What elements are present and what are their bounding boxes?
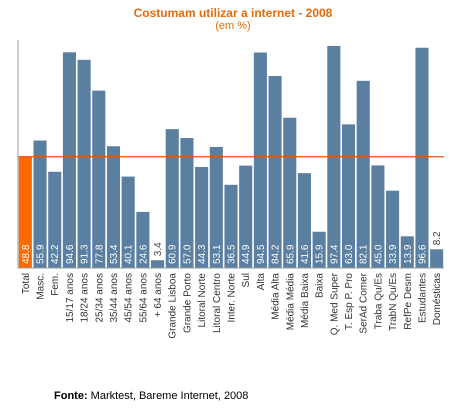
value-label-9: 24.6 — [138, 244, 149, 264]
value-label-13: 44.3 — [197, 244, 208, 264]
value-label-4: 94.6 — [65, 244, 76, 264]
bar-5 — [77, 59, 91, 268]
bar-6 — [92, 90, 106, 268]
category-label-26: TrabN Qu/Es — [388, 273, 399, 331]
bar-1 — [18, 156, 32, 268]
category-label-14: Litoral Centro — [212, 273, 223, 333]
bar-29 — [430, 249, 444, 268]
category-label-19: Média Média — [285, 273, 296, 331]
category-label-8: 45/54 anos — [124, 273, 135, 323]
value-label-23: 63.0 — [344, 244, 355, 264]
bar-23 — [341, 124, 356, 268]
bar-12 — [180, 138, 194, 268]
bar-21 — [312, 231, 326, 268]
bar-8 — [121, 176, 135, 268]
bar-4 — [62, 52, 76, 269]
value-label-18: 84.2 — [271, 244, 282, 264]
value-label-12: 57.0 — [182, 244, 193, 264]
bar-11 — [165, 129, 179, 268]
category-label-9: 55/64 anos — [138, 273, 149, 323]
value-label-6: 77.8 — [94, 244, 105, 264]
value-label-3: 42.2 — [50, 244, 61, 264]
value-label-17: 94.5 — [256, 244, 267, 264]
bar-3 — [48, 171, 62, 268]
category-label-18: Média Alta — [271, 273, 282, 320]
category-label-3: Fem. — [50, 273, 61, 296]
category-label-7: 35/44 anos — [109, 273, 120, 323]
value-label-15: 36.5 — [227, 244, 238, 264]
value-label-21: 15.9 — [315, 244, 326, 264]
category-label-5: 18/24 anos — [80, 273, 91, 323]
bar-26 — [386, 190, 400, 268]
category-label-15: Inter. Norte — [227, 273, 238, 323]
chart-subtitle: (em %) — [215, 20, 251, 32]
value-label-16: 44.9 — [241, 244, 252, 264]
source-caption: Fonte: Marktest, Bareme Internet, 2008 — [54, 390, 248, 402]
bar-10 — [151, 260, 165, 268]
bar-18 — [268, 76, 282, 268]
category-label-4: 15/17 anos — [65, 273, 76, 323]
bar-28 — [415, 47, 429, 268]
value-labels-layer: 48.8 55.9 42.2 94.6 91.3 77.8 53.4 40.1 24.6 3.4 6… — [21, 231, 443, 264]
value-label-27: 13.9 — [403, 244, 414, 264]
value-label-14: 53.1 — [212, 244, 223, 264]
category-label-1: Total — [21, 273, 32, 294]
bar-25 — [371, 165, 385, 268]
bar-16 — [239, 165, 253, 268]
value-label-25: 45.0 — [373, 244, 384, 264]
category-label-10: + 64 anos — [153, 273, 164, 317]
value-label-29: 8.2 — [432, 231, 443, 245]
bar-15 — [224, 184, 238, 268]
value-label-28: 96.6 — [417, 244, 428, 264]
value-label-19: 65.9 — [285, 244, 296, 264]
category-label-20: Média Baixa — [300, 273, 311, 328]
source-prefix: Fonte: — [54, 390, 88, 402]
value-label-2: 55.9 — [36, 244, 47, 264]
category-labels-layer: Total Masc. Fem. 15/17 anos 18/24 anos 25/34 … — [21, 272, 443, 338]
category-label-27: RefPe Desm — [403, 273, 414, 330]
bars-layer — [18, 45, 444, 269]
value-label-11: 60.9 — [168, 244, 179, 264]
category-label-2: Masc. — [36, 273, 47, 300]
category-label-23: T. Esp P. Pro — [344, 273, 355, 331]
bar-17 — [253, 52, 267, 268]
value-label-10: 3.4 — [153, 242, 164, 256]
bar-19 — [283, 117, 297, 268]
bar-14 — [209, 146, 223, 268]
bar-9 — [136, 211, 150, 268]
bar-2 — [33, 140, 47, 268]
value-label-8: 40.1 — [124, 244, 135, 264]
bar-24 — [356, 80, 370, 268]
category-label-28: Estudantes — [417, 273, 428, 323]
category-label-6: 25/34 anos — [94, 273, 105, 323]
category-label-22: Q. Med Super — [329, 272, 340, 335]
bar-13 — [195, 166, 209, 268]
chart-title: Costumam utilizar a internet - 2008 — [133, 6, 333, 20]
value-label-7: 53.4 — [109, 244, 120, 264]
value-label-24: 82.1 — [359, 244, 370, 264]
category-label-25: Traba Qu/Es — [373, 273, 384, 329]
value-label-26: 33.9 — [388, 244, 399, 264]
category-label-29: Domésticas — [432, 273, 443, 325]
bar-27 — [400, 236, 414, 268]
value-label-1: 48.8 — [21, 244, 32, 264]
category-label-16: Sul — [241, 273, 252, 287]
category-label-21: Baixa — [315, 273, 326, 298]
category-label-12: Grande Porto — [182, 273, 193, 333]
category-label-13: Litoral Norte — [197, 273, 208, 328]
bar-20 — [297, 173, 311, 268]
bar-7 — [106, 146, 121, 268]
source-text: Marktest, Bareme Internet, 2008 — [87, 390, 249, 402]
category-label-24: SerAd Comer — [359, 272, 370, 333]
value-label-22: 97.4 — [329, 244, 340, 264]
value-label-20: 41.6 — [300, 244, 311, 264]
value-label-5: 91.3 — [80, 244, 91, 264]
category-label-11: Grande Lisboa — [168, 273, 179, 339]
category-label-17: Alta — [256, 273, 267, 291]
